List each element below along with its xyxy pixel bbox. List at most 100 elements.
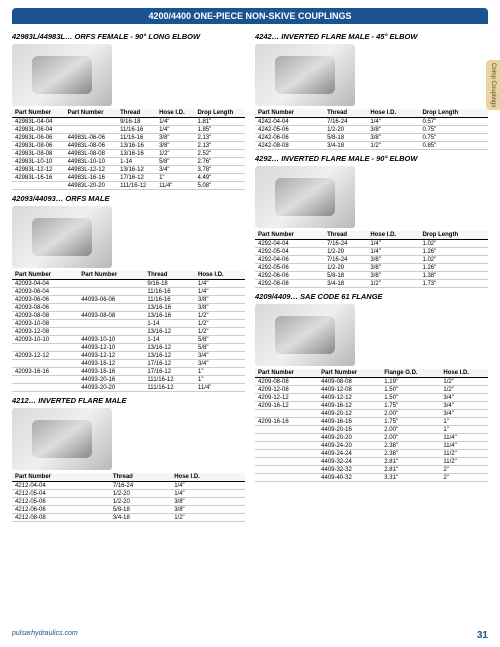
table-cell: 4292-05-06	[255, 264, 324, 272]
table-cell: 1"	[440, 426, 488, 434]
table-cell: 4292-08-08	[255, 280, 324, 288]
table-cell: 44983L-20-20	[65, 182, 118, 190]
table-cell: 4292-06-06	[255, 272, 324, 280]
section: 4242… INVERTED FLARE MALE - 45° ELBOWPar…	[255, 32, 488, 150]
section-title: 4209/4409… SAE CODE 61 FLANGE	[255, 292, 488, 301]
table-cell: 5/8-18	[110, 506, 171, 514]
table-cell: 44983L-10-10	[65, 158, 118, 166]
table-row: 42093-10-1044093-10-101-145/8"	[12, 336, 245, 344]
table-cell	[78, 328, 144, 336]
section-title: 42983L/44983L… ORFS FEMALE - 90° LONG EL…	[12, 32, 245, 41]
table-row: 4209-12-084409-12-081.50"1/2"	[255, 386, 488, 394]
table-cell: 1/2"	[440, 386, 488, 394]
table-cell: 1/4"	[367, 248, 419, 256]
table-row: 4292-05-041/2-201/4"1.26"	[255, 248, 488, 256]
table-row: 42093-06-0411/16-161/4"	[12, 288, 245, 296]
section-title: 4242… INVERTED FLARE MALE - 45° ELBOW	[255, 32, 488, 41]
table-cell: 17/16-12	[144, 360, 195, 368]
table-cell: 111/16-12	[144, 384, 195, 392]
table-cell: 13/16-12	[144, 328, 195, 336]
table-cell: 2.81"	[381, 458, 440, 466]
table-row: 4409-40-323.31"2"	[255, 474, 488, 482]
table-cell: 1.85"	[194, 126, 245, 134]
table-cell: 7/16-24	[324, 118, 367, 126]
table-row: 4212-08-083/4-181/2"	[12, 514, 245, 522]
table-header: Thread	[324, 231, 367, 240]
spec-table: Part NumberThreadHose I.D.4212-04-047/16…	[12, 473, 245, 522]
table-cell: 4209-16-12	[255, 402, 318, 410]
table-cell: 44093-20-20	[78, 384, 144, 392]
table-cell: 1/2-20	[324, 264, 367, 272]
table-header: Thread	[324, 109, 367, 118]
table-cell: 42983L-12-12	[12, 166, 65, 174]
table-cell: 4209-12-12	[255, 394, 318, 402]
table-cell: 11/16-16	[117, 126, 156, 134]
table-row: 4292-04-067/16-243/8"1.02"	[255, 256, 488, 264]
product-image	[255, 166, 355, 228]
table-cell: 2"	[440, 474, 488, 482]
product-image	[12, 408, 112, 470]
table-row: 4209-12-124409-12-121.50"3/4"	[255, 394, 488, 402]
table-cell: 1.19"	[381, 378, 440, 386]
table-cell: 42983L-04-04	[12, 118, 65, 126]
table-header: Drop Length	[419, 231, 488, 240]
right-column: 4242… INVERTED FLARE MALE - 45° ELBOW Par…	[255, 28, 488, 522]
table-cell: 44983L-16-16	[65, 174, 118, 182]
table-cell: 4242-05-06	[255, 126, 324, 134]
table-header: Part Number	[12, 473, 110, 482]
table-cell	[12, 182, 65, 190]
table-cell: 1"	[440, 418, 488, 426]
table-header: Hose I.D.	[440, 369, 488, 378]
table-row: 4212-06-065/8-183/8"	[12, 506, 245, 514]
table-row: 4409-32-322.81"2"	[255, 466, 488, 474]
table-cell	[255, 458, 318, 466]
table-cell: 4409-24-24	[318, 450, 381, 458]
table-row: 4292-08-083/4-181/2"1.73"	[255, 280, 488, 288]
table-cell: 2.38"	[381, 450, 440, 458]
table-cell	[255, 426, 318, 434]
table-header: Hose I.D.	[171, 473, 245, 482]
table-row: 4209-16-124409-16-121.75"3/4"	[255, 402, 488, 410]
table-cell: 3/8"	[195, 296, 245, 304]
table-row: 4409-20-162.00"1"	[255, 426, 488, 434]
table-cell: 42983L-06-04	[12, 126, 65, 134]
table-cell	[12, 384, 78, 392]
table-cell: 3/8"	[367, 134, 419, 142]
footer: pulsarhydraulics.com 31	[12, 630, 488, 641]
table-cell: 42093-12-08	[12, 328, 78, 336]
table-cell: 3/8"	[367, 264, 419, 272]
table-cell: 2.38"	[381, 442, 440, 450]
table-cell: 1/4"	[156, 126, 194, 134]
table-cell: 3/4-18	[324, 280, 367, 288]
table-cell: 42983L-08-06	[12, 142, 65, 150]
table-cell: 1/2"	[156, 150, 194, 158]
table-header: Part Number	[318, 369, 381, 378]
table-cell: 2.13"	[194, 142, 245, 150]
table-cell: 4242-08-08	[255, 142, 324, 150]
table-cell: 44093-10-10	[78, 336, 144, 344]
table-cell: 4.49"	[194, 174, 245, 182]
table-cell: 3/4"	[440, 394, 488, 402]
section: 42983L/44983L… ORFS FEMALE - 90° LONG EL…	[12, 32, 245, 190]
table-row: 42983L-06-0644983L-06-0611/16-163/8"2.13…	[12, 134, 245, 142]
table-row: 42093-12-1244093-12-1213/16-123/4"	[12, 352, 245, 360]
table-header: Hose I.D.	[367, 231, 419, 240]
table-cell: 11/4"	[195, 384, 245, 392]
table-cell: 13/16-12	[144, 344, 195, 352]
table-cell	[12, 344, 78, 352]
table-cell: 3/8"	[195, 304, 245, 312]
table-cell: 3/4"	[440, 402, 488, 410]
table-row: 42093-08-0613/16-163/8"	[12, 304, 245, 312]
table-cell	[78, 280, 144, 288]
table-cell: 1"	[195, 368, 245, 376]
table-cell: 44093-12-12	[78, 352, 144, 360]
left-column: 42983L/44983L… ORFS FEMALE - 90° LONG EL…	[12, 28, 245, 522]
table-row: 44093-20-16111/16-121"	[12, 376, 245, 384]
table-cell: 4409-32-32	[318, 466, 381, 474]
table-row: 42093-12-0813/16-121/2"	[12, 328, 245, 336]
table-cell: 42093-12-12	[12, 352, 78, 360]
table-row: 4209-08-084409-08-081.19"1/2"	[255, 378, 488, 386]
table-cell: 3.78"	[194, 166, 245, 174]
table-cell: 42983L-16-16	[12, 174, 65, 182]
table-cell: 1.26"	[419, 264, 488, 272]
